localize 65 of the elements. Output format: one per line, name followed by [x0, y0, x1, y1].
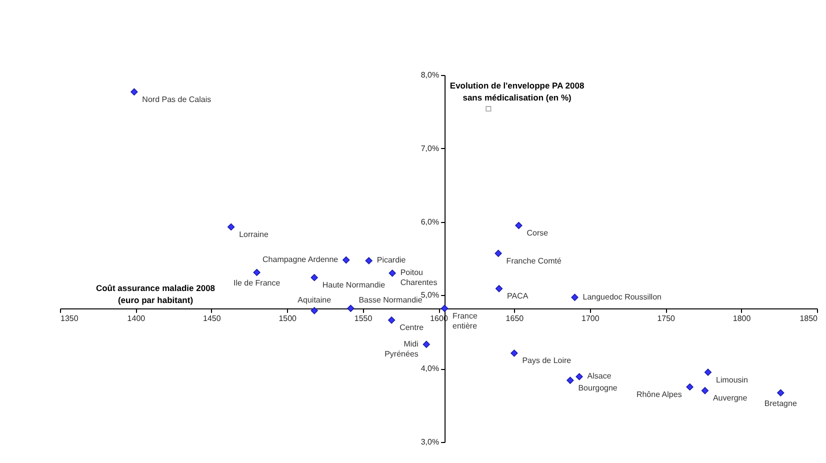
point	[253, 268, 260, 276]
annotation: France entière	[452, 311, 478, 330]
point	[515, 222, 522, 230]
annotation: Bretagne	[764, 398, 798, 408]
annotation: Haute Normandie	[322, 280, 386, 290]
annotation: Franche Comté	[506, 256, 562, 266]
annotation: Poitou Charentes	[400, 268, 438, 288]
point	[388, 270, 396, 277]
x-axis-title: Coût assurance maladie 2008 (euro par habitant)	[96, 282, 216, 305]
x-tick-label: 1750	[657, 314, 676, 323]
point	[228, 223, 235, 230]
annotation: Aquitaine	[298, 296, 332, 305]
annotation: Ile de France	[233, 278, 281, 288]
point	[347, 304, 354, 312]
annotation: Lorraine	[239, 230, 269, 239]
point	[494, 250, 502, 257]
point	[130, 88, 138, 96]
annotation: Limousin	[716, 375, 748, 384]
annotation: PACA	[507, 292, 529, 301]
y-tick-label: 5,0%	[420, 290, 440, 300]
annotation: Nord Pas de Calais	[142, 94, 212, 104]
annotation: Basse Normandie	[358, 295, 423, 304]
y-tick-label: 8,0%	[420, 70, 440, 80]
annotation: Midi Pyrénées	[384, 339, 419, 358]
annotation: Auvergne	[712, 394, 748, 403]
point	[422, 340, 430, 348]
y-tick-label: 3,0%	[420, 438, 440, 446]
x-tick-label: 1350	[60, 314, 79, 323]
point	[365, 257, 372, 264]
x-tick-label: 1500	[278, 314, 298, 323]
annotation: Rhône Alpes	[636, 390, 682, 399]
point	[310, 307, 318, 314]
point	[571, 294, 578, 301]
x-tick-label: 1700	[582, 314, 600, 323]
x-tick-label: 1850	[800, 314, 818, 323]
y-tick-label: 7,0%	[420, 144, 440, 153]
x-tick-label: 1650	[506, 314, 524, 323]
annotation: Picardie	[376, 256, 406, 265]
point	[496, 285, 503, 292]
point	[342, 256, 350, 264]
annotation: Corse	[526, 228, 549, 238]
annotation: Champagne Ardenne	[262, 254, 339, 264]
y-tick-label: 4,0%	[420, 364, 440, 374]
annotation: Bourgogne	[578, 383, 618, 392]
y-axis-title: Evolution de l'enveloppe PA 2008 sans médicalisation (en %)	[450, 80, 584, 102]
x-tick-label: 1550	[354, 314, 373, 323]
annotation: Centre	[400, 323, 424, 332]
annotation: Pays de Loire	[522, 356, 572, 366]
x-tick-label: 1800	[732, 314, 752, 323]
point	[510, 350, 518, 357]
point	[576, 373, 583, 380]
x-tick-label: 1400	[127, 314, 146, 323]
y-tick-label: 6,0%	[420, 217, 440, 226]
point	[486, 106, 492, 112]
point	[701, 387, 709, 394]
point	[310, 274, 318, 282]
point	[704, 368, 712, 376]
point	[566, 376, 574, 384]
x-tick-label: 1450	[203, 314, 222, 323]
point	[388, 316, 396, 324]
point	[440, 304, 448, 312]
annotation: Alsace	[587, 372, 612, 381]
point	[777, 389, 784, 396]
annotation: Languedoc Roussillon	[582, 292, 662, 302]
point	[686, 383, 694, 391]
